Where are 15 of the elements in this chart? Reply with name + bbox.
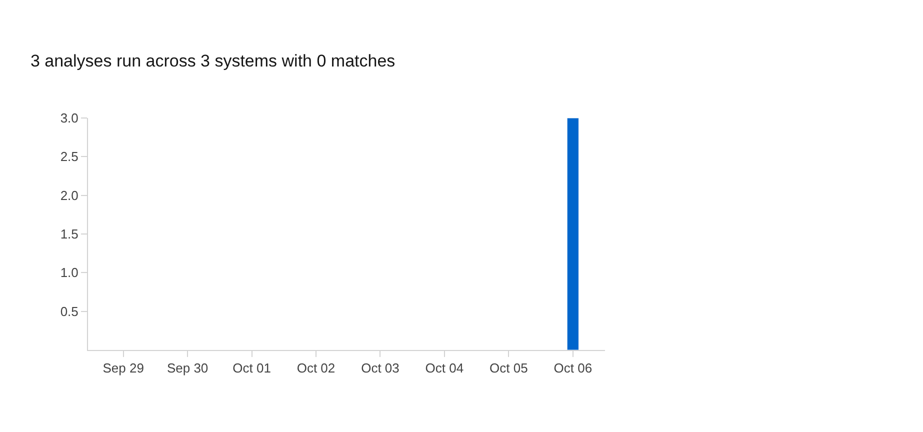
x-tick-label: Oct 06 xyxy=(554,360,592,376)
y-tick-label: 2.5 xyxy=(60,149,78,164)
y-tick-label: 1.5 xyxy=(60,226,78,242)
y-tick-label: 3.0 xyxy=(60,110,78,126)
x-tick-label: Oct 01 xyxy=(232,360,271,376)
x-tick-label: Oct 05 xyxy=(490,360,528,376)
x-tick-label: Oct 04 xyxy=(425,360,464,376)
x-tick-label: Oct 03 xyxy=(361,360,400,376)
chart-title: 3 analyses run across 3 systems with 0 matches xyxy=(30,51,396,70)
x-tick-label: Oct 02 xyxy=(296,360,336,376)
y-tick-label: 1.0 xyxy=(60,265,78,280)
y-tick-label: 0.5 xyxy=(60,304,78,319)
x-tick-label: Sep 30 xyxy=(166,360,208,376)
x-tick-label: Sep 29 xyxy=(102,360,144,376)
y-tick-label: 2.0 xyxy=(60,188,78,203)
